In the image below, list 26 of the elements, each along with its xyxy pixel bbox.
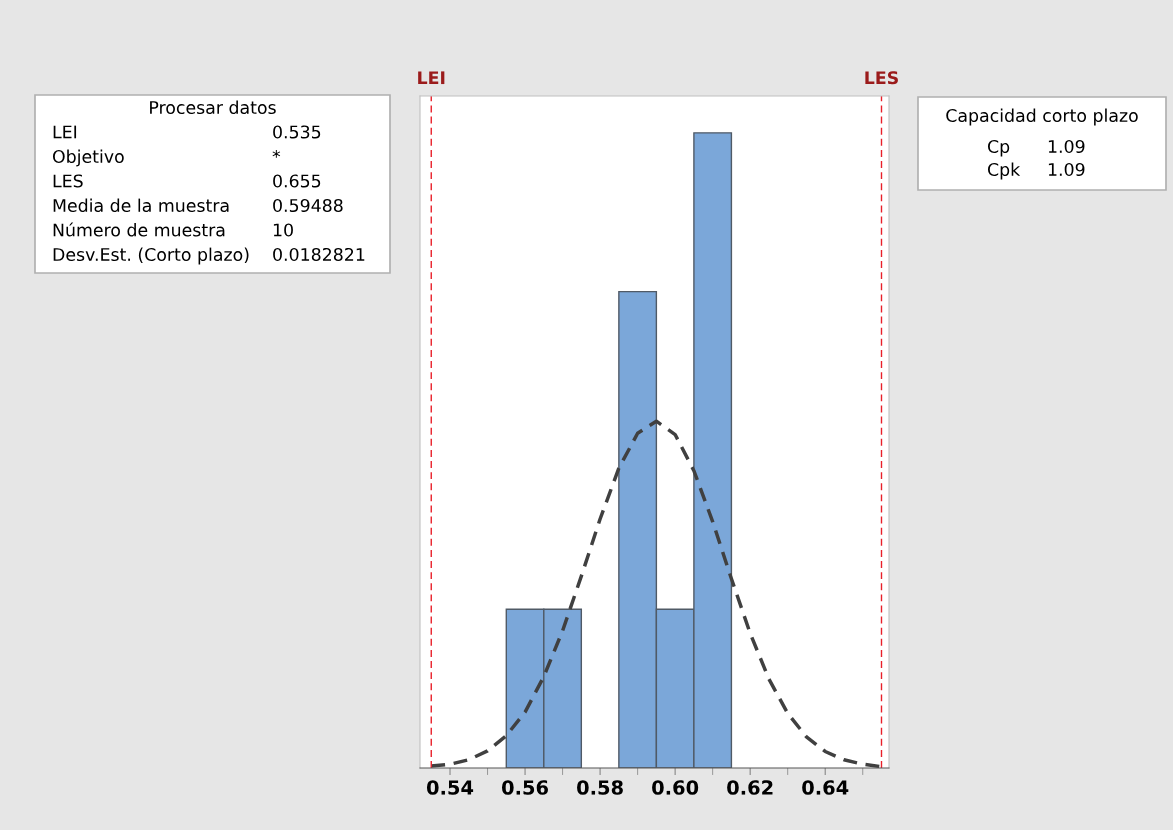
text: Cpk	[987, 162, 1021, 180]
text: Objetivo	[52, 149, 124, 167]
x-tick-label: 0.54	[426, 780, 474, 795]
text: Procesar datos	[150, 100, 276, 115]
text: LEI	[53, 125, 77, 139]
text: *	[272, 149, 281, 158]
text: 0.0182821	[273, 247, 365, 262]
text: 0.655	[273, 174, 321, 188]
x-tick-label: 0.56	[502, 780, 548, 795]
text: 0.59488	[273, 198, 343, 213]
text: Capacidad corto plazo	[946, 108, 1138, 126]
text: Cp	[987, 139, 1010, 157]
text: 1.09	[1048, 162, 1085, 177]
ref-line-label: LES	[865, 71, 898, 85]
text: LES	[53, 174, 83, 188]
x-tick-label: 0.58	[577, 780, 623, 795]
text: 0.535	[273, 125, 321, 139]
x-tick-label: 0.60	[652, 780, 699, 795]
text: Número de muestra	[53, 222, 225, 237]
text: Media de la muestra	[53, 198, 229, 213]
text: Desv.Est. (Corto plazo)	[53, 247, 249, 265]
text: 10	[273, 223, 293, 237]
x-tick-label: 0.64	[802, 780, 849, 795]
x-tick-label: 0.62	[727, 780, 773, 795]
ref-line-label: LEI	[418, 71, 445, 85]
text: 1.09	[1048, 139, 1085, 154]
